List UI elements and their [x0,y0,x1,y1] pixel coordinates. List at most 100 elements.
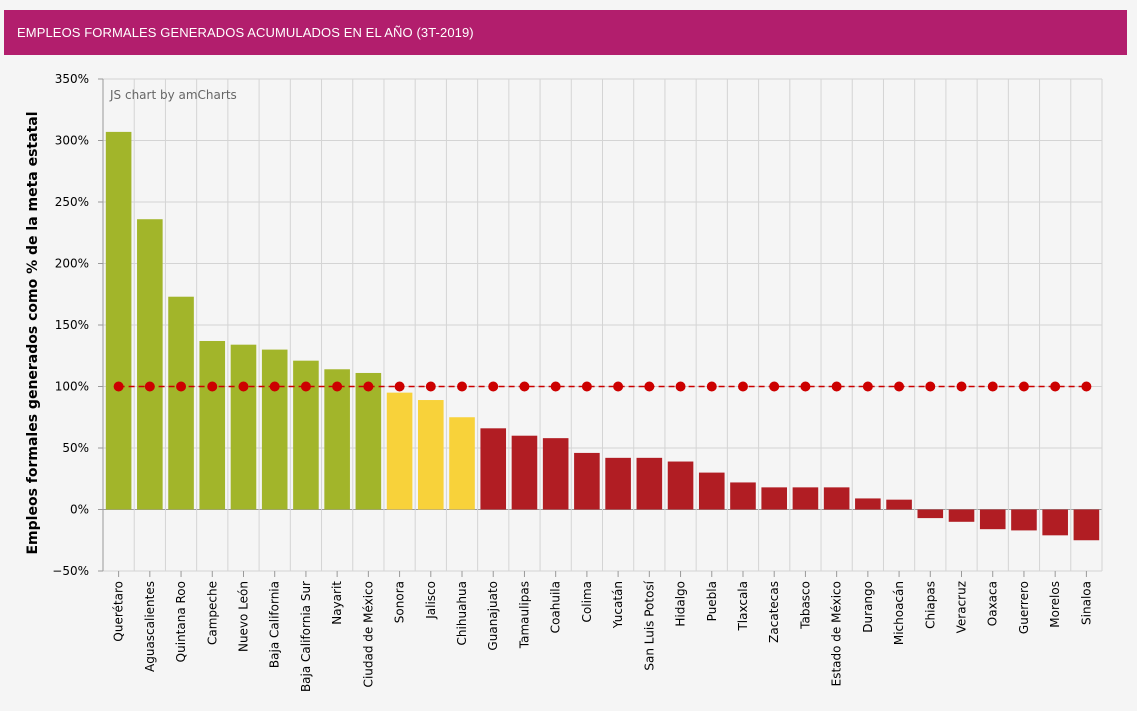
bar-colima[interactable] [574,452,600,510]
bar-veracruz[interactable] [948,509,975,522]
goal-marker[interactable] [644,381,655,392]
x-tick-label: Chihuahua [455,581,469,645]
bar-zacatecas[interactable] [761,487,788,510]
x-tick-label: San Luis Potosí [642,580,656,670]
x-tick-label: Puebla [705,581,719,621]
goal-marker[interactable] [862,381,873,392]
bar-tamaulipas[interactable] [511,435,538,510]
bar-oaxaca[interactable] [979,509,1006,530]
goal-marker[interactable] [269,381,280,392]
goal-marker[interactable] [1081,381,1092,392]
bar-sinaloa[interactable] [1073,509,1100,541]
bar-guanajuato[interactable] [480,428,507,510]
x-tick-label: Nayarit [330,581,344,625]
bar-ciudad-de-méxico[interactable] [355,372,382,510]
goal-marker[interactable] [519,381,530,392]
x-tick-label: Ciudad de México [361,581,375,687]
goal-marker[interactable] [800,381,811,392]
bar-tlaxcala[interactable] [730,482,756,510]
x-tick-label: Tamaulipas [517,581,531,649]
bar-hidalgo[interactable] [667,461,694,510]
y-tick-label: −50% [52,564,89,578]
y-tick-label: 250% [55,195,89,209]
bar-michoacán[interactable] [886,499,912,510]
y-tick-label: 300% [55,134,89,148]
x-tick-label: Guanajuato [486,581,500,651]
goal-marker[interactable] [176,381,187,392]
bar-morelos[interactable] [1042,509,1068,536]
goal-marker[interactable] [675,381,686,392]
bar-quintana-roo[interactable] [168,296,194,510]
bar-sonora[interactable] [386,392,413,510]
y-tick-label: 50% [62,441,89,455]
bar-yucatán[interactable] [605,457,631,510]
bar-aguascalientes[interactable] [137,219,163,510]
x-tick-label: Nuevo León [236,581,250,652]
y-tick-label: 100% [55,380,89,394]
goal-marker[interactable] [987,381,998,392]
goal-marker[interactable] [769,381,780,392]
goal-marker[interactable] [894,381,905,392]
x-tick-label: Colima [580,581,594,622]
bar-puebla[interactable] [698,472,725,510]
bars [105,131,1100,541]
goal-marker[interactable] [300,381,311,392]
x-tick-label: Aguascalientes [143,581,157,672]
goal-marker[interactable] [113,381,124,392]
bar-chiapas[interactable] [917,509,944,519]
bar-baja-california[interactable] [261,349,288,510]
bar-guerrero[interactable] [1011,509,1037,531]
goal-marker[interactable] [925,381,936,392]
bar-san-luis-potosí[interactable] [636,457,663,510]
x-tick-label: Baja California [268,581,282,668]
bar-campeche[interactable] [199,340,226,510]
x-tick-label: Veracruz [955,581,969,633]
goal-marker[interactable] [394,381,405,392]
bar-nuevo-león[interactable] [230,344,257,510]
x-tick-label: Hidalgo [674,581,688,627]
goal-marker[interactable] [1018,381,1029,392]
goal-marker[interactable] [831,381,842,392]
bar-jalisco[interactable] [417,400,444,510]
bar-chihuahua[interactable] [449,417,475,510]
x-tick-label: Morelos [1048,581,1062,628]
goal-marker[interactable] [956,381,967,392]
goal-marker[interactable] [207,381,218,392]
bar-querétaro[interactable] [105,131,132,510]
chart-title: EMPLEOS FORMALES GENERADOS ACUMULADOS EN… [17,25,474,40]
goal-marker[interactable] [488,381,499,392]
x-tick-label: Sonora [393,581,407,623]
goal-marker[interactable] [238,381,249,392]
goal-marker[interactable] [363,381,374,392]
x-tick-label: Jalisco [424,581,438,620]
goal-marker[interactable] [425,381,436,392]
goal-marker[interactable] [737,381,748,392]
goal-marker[interactable] [706,381,717,392]
bar-nayarit[interactable] [324,369,350,510]
goal-marker[interactable] [332,381,343,392]
chart-header: EMPLEOS FORMALES GENERADOS ACUMULADOS EN… [4,10,1127,55]
x-tick-label: Baja California Sur [299,581,313,692]
bar-durango[interactable] [855,498,881,510]
y-tick-label: 200% [55,257,89,271]
x-tick-label: Sinaloa [1079,581,1093,625]
goal-marker[interactable] [144,381,155,392]
x-tick-label: Guerrero [1017,581,1031,634]
y-tick-label: 0% [70,503,89,517]
x-tick-label: Quintana Roo [174,581,188,662]
amcharts-credit[interactable]: JS chart by amCharts [109,88,237,102]
x-tick-label: Querétaro [112,581,126,642]
bar-coahuila[interactable] [542,438,569,510]
goal-marker[interactable] [581,381,592,392]
x-tick-label: Durango [861,581,875,633]
goal-marker[interactable] [1050,381,1061,392]
y-axis-label: Empleos formales generados como % de la … [25,111,41,554]
bar-estado-de-méxico[interactable] [823,487,850,510]
x-tick-label: Campeche [205,581,219,645]
goal-marker[interactable] [457,381,468,392]
goal-marker[interactable] [613,381,624,392]
x-tick-label: Michoacán [892,581,906,645]
axes: −50% 0% 50% 100% 150% 200% 250% 300% 350% Queréta… [52,72,1103,692]
bar-tabasco[interactable] [792,487,819,510]
goal-marker[interactable] [550,381,561,392]
